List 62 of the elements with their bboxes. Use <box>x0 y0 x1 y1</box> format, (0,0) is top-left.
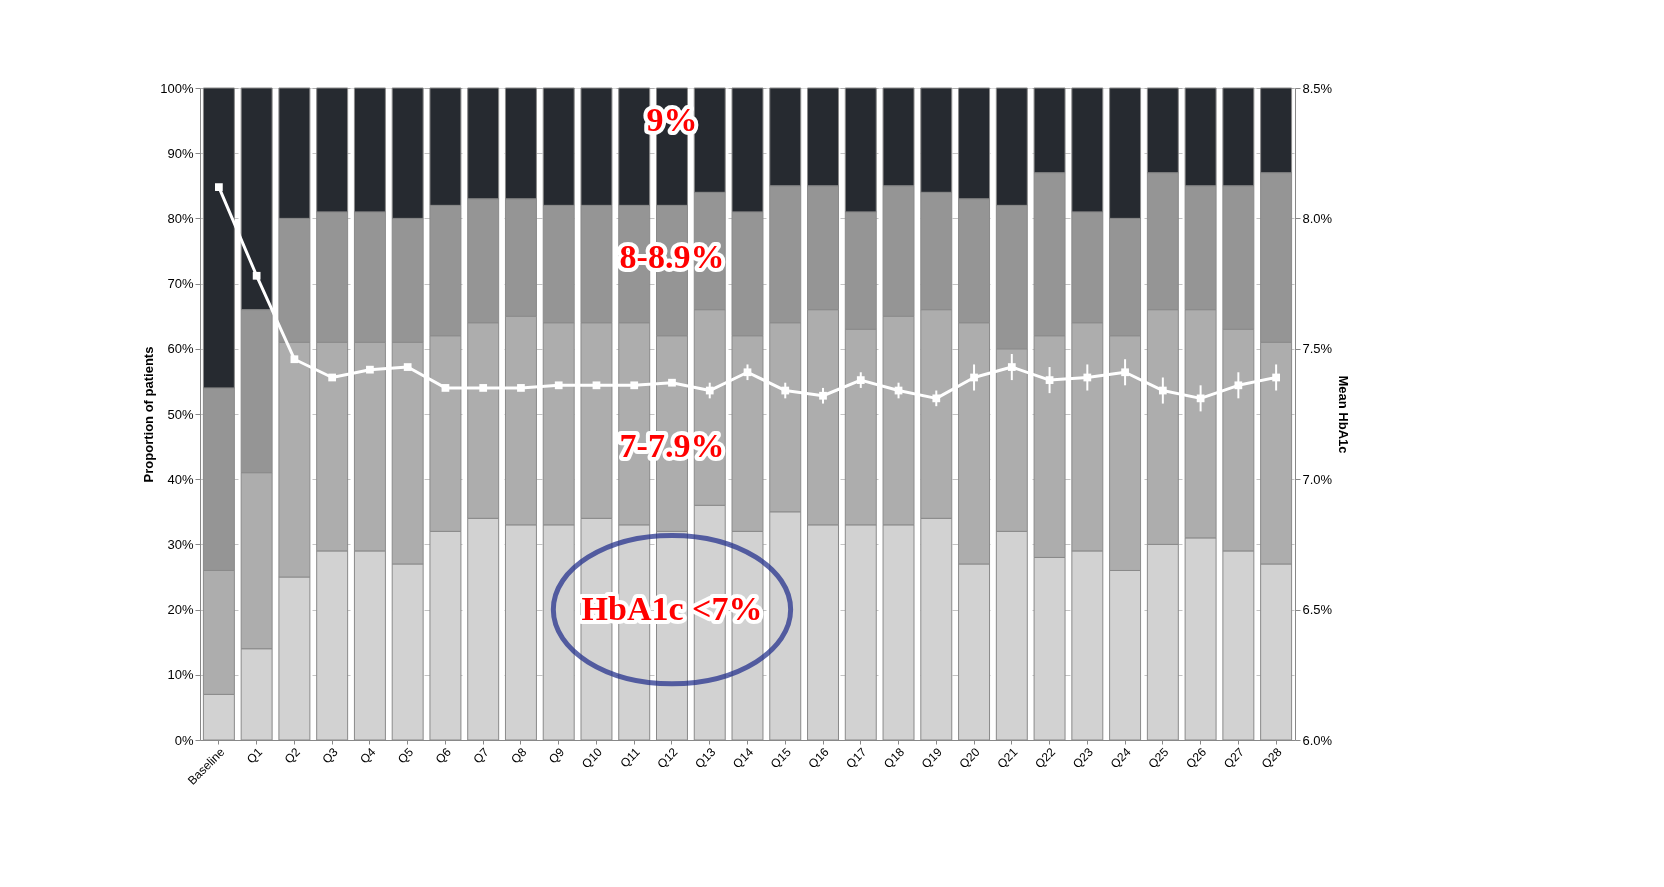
x-tick-label: Q1 <box>243 744 266 767</box>
point <box>441 384 450 392</box>
x-tick-label: Q5 <box>394 744 417 767</box>
y-tick-label: 70% <box>167 276 194 292</box>
x-tick-label: Q10 <box>579 744 606 772</box>
x-tick-label: Q21 <box>994 744 1021 772</box>
annotation: HbA1c <7% <box>581 589 763 627</box>
point <box>215 183 223 191</box>
x-tick-label: Q6 <box>432 744 455 767</box>
annotation: 7-7.9% <box>619 426 725 464</box>
x-tick-label: Q16 <box>805 744 832 772</box>
y2-tick-label: 7.0% <box>1302 471 1333 487</box>
point <box>592 381 601 390</box>
y-tick-label: 20% <box>167 602 194 618</box>
y2-axis-title: Mean HbA1c <box>1336 375 1352 454</box>
x-tick-label: Q23 <box>1069 744 1097 772</box>
y-tick-label: 30% <box>167 536 194 552</box>
y-axis-title: Proportion of patients <box>141 346 157 483</box>
point <box>668 378 676 387</box>
y-tick-label: 100% <box>160 80 194 96</box>
x-tick-label: Q18 <box>881 744 908 772</box>
y-tick-label: 80% <box>167 210 194 226</box>
point <box>328 373 337 382</box>
x-tick-label: Q8 <box>508 744 530 767</box>
x-tick-label: Q13 <box>692 744 719 772</box>
x-tick-label: Q19 <box>918 744 945 772</box>
x-tick-label: Q24 <box>1107 744 1134 772</box>
point <box>366 365 374 374</box>
x-tick-label: Q15 <box>767 744 794 772</box>
x-tick-label: Q22 <box>1032 744 1059 772</box>
point <box>403 363 412 371</box>
point <box>290 355 299 364</box>
x-tick-label: Q9 <box>545 744 568 767</box>
x-tick-label: Q4 <box>357 744 379 767</box>
x-tick-label: Q28 <box>1258 744 1285 772</box>
y2-tick-label: 8.5% <box>1302 80 1333 96</box>
x-tick-label: Q20 <box>956 744 983 772</box>
x-tick-label: Q27 <box>1220 744 1248 772</box>
x-tick-label: Q26 <box>1183 744 1210 772</box>
x-tick-label: Q2 <box>281 744 304 767</box>
y-tick-label: 10% <box>167 667 194 683</box>
y-tick-label: 40% <box>167 471 194 487</box>
y-tick-label: 50% <box>167 406 194 422</box>
y-tick-label: 0% <box>174 732 194 748</box>
x-tick-label: Q7 <box>470 744 492 767</box>
point <box>252 271 261 280</box>
y2-tick-label: 6.0% <box>1302 732 1333 748</box>
y-tick-label: 60% <box>167 341 194 357</box>
x-tick-label: Q11 <box>617 744 643 771</box>
x-tick-label: Q14 <box>730 744 757 772</box>
x-tick-label: Q12 <box>654 744 681 772</box>
point <box>630 381 639 390</box>
point <box>479 384 488 392</box>
y2-tick-label: 6.5% <box>1302 602 1333 618</box>
x-tick-label: Q17 <box>843 744 870 772</box>
y2-tick-label: 8.0% <box>1302 210 1333 226</box>
x-tick-label: Q3 <box>319 744 341 767</box>
point <box>517 384 525 392</box>
y-tick-label: 90% <box>167 145 194 161</box>
y2-tick-label: 7.5% <box>1302 341 1333 357</box>
point <box>554 381 563 390</box>
x-tick-label: Q25 <box>1145 744 1172 772</box>
